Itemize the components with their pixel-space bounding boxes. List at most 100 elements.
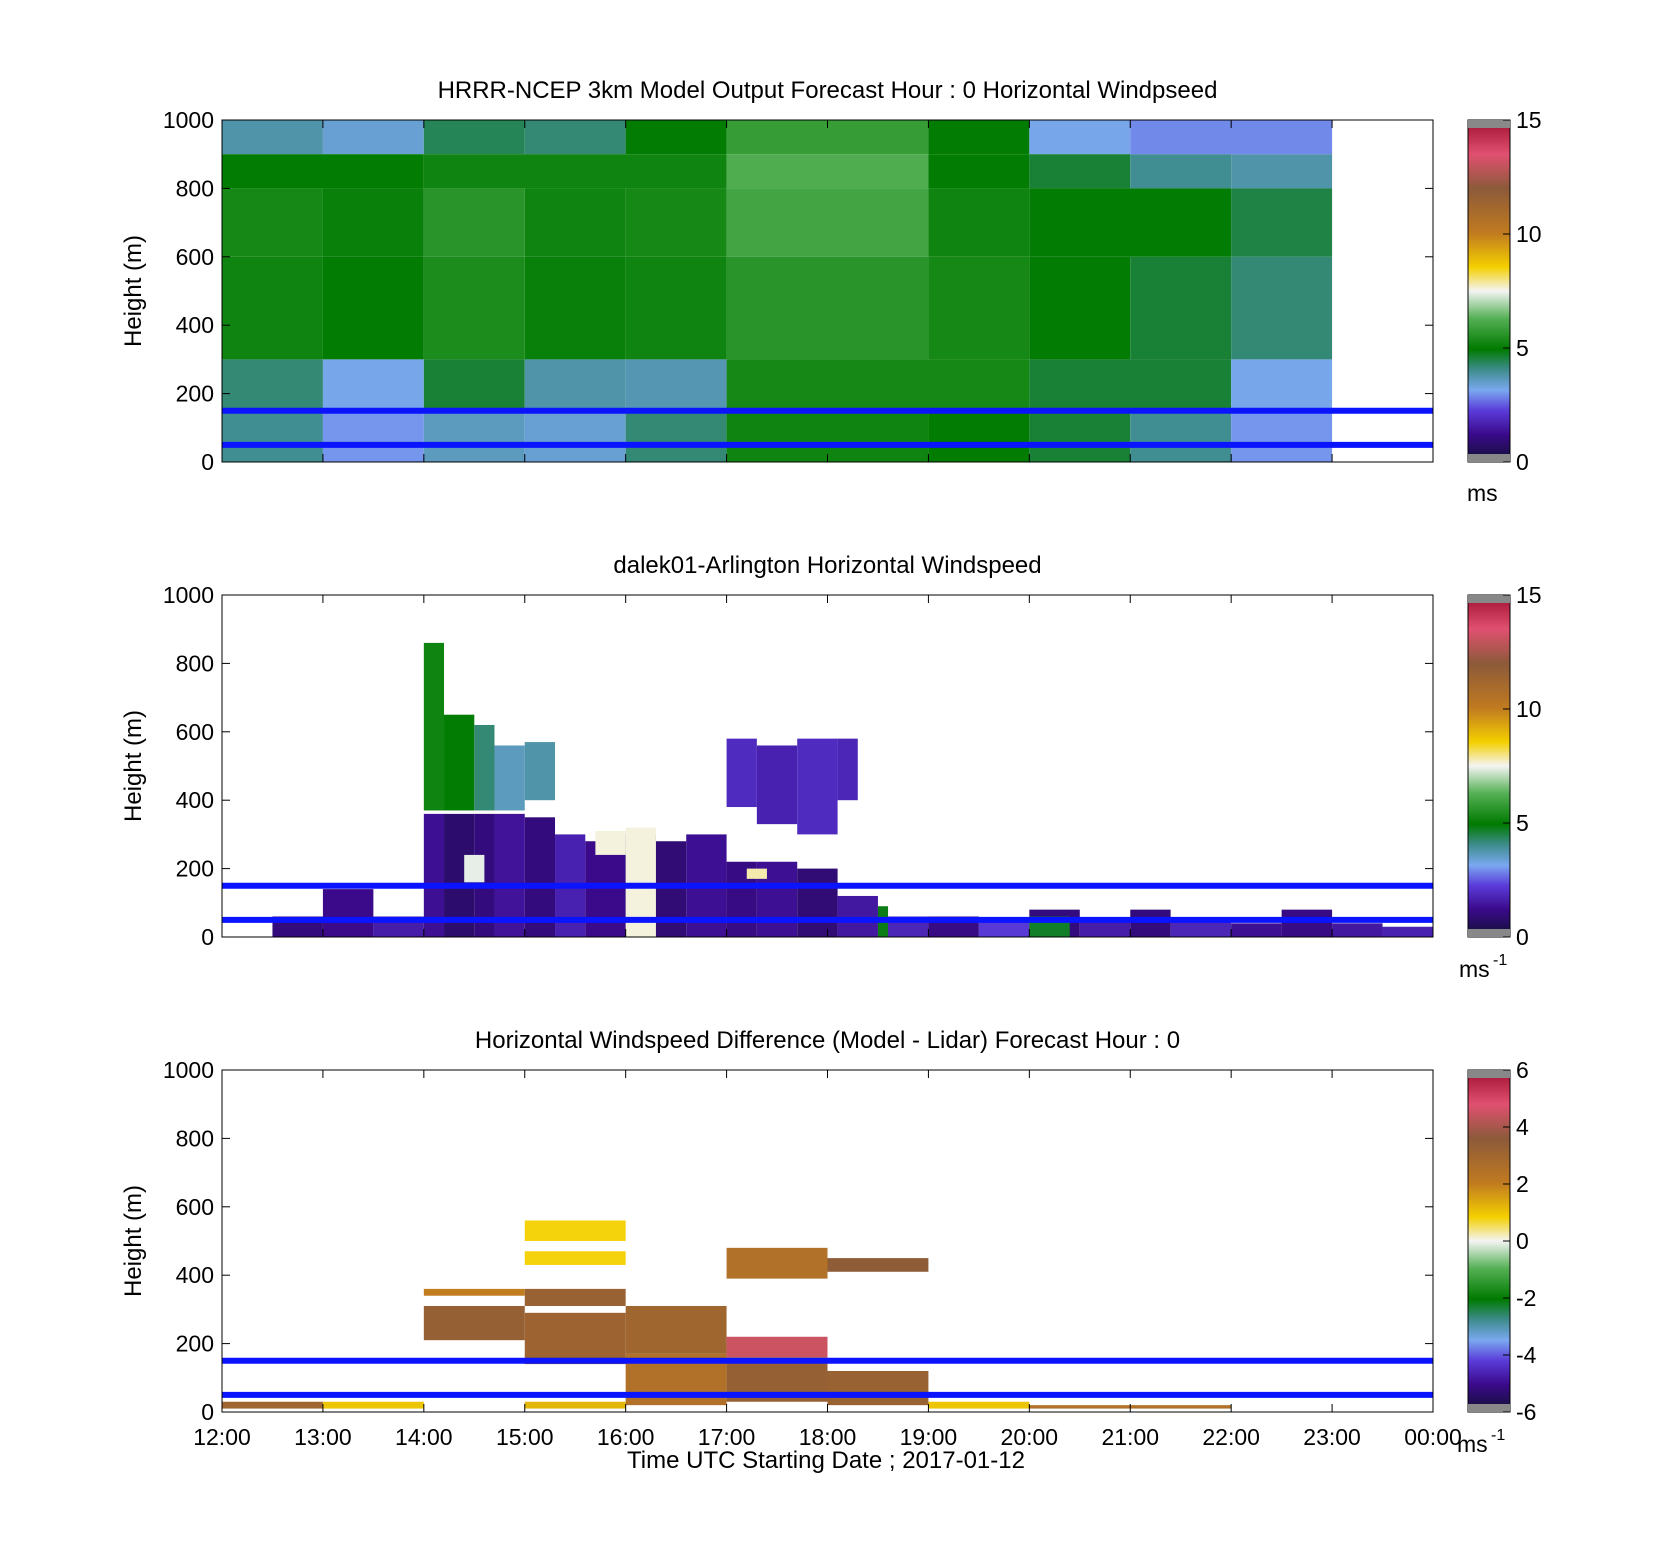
heatmap-cell (625, 1305, 727, 1354)
colorbar-cap (1468, 1070, 1510, 1078)
chart-panel-2: 0 200 400 600 800 1000 dalek01-Arlington Horiz… (120, 552, 1542, 982)
x-tick-label: 14:00 (395, 1424, 453, 1450)
colorbar-tick-label: 15 (1516, 107, 1542, 133)
heatmap-cell (726, 1247, 828, 1279)
heatmap-cell (494, 745, 525, 811)
x-tick-label: 18:00 (799, 1424, 857, 1450)
heatmap-cell (625, 256, 727, 360)
colorbar-unit-exponent: -1 (1493, 952, 1507, 969)
heatmap-cell (222, 256, 323, 360)
heatmap-cells (222, 120, 1333, 462)
heatmap-cell (837, 738, 858, 801)
chart-title: Horizontal Windspeed Difference (Model -… (475, 1027, 1180, 1054)
heatmap-cell (928, 188, 1030, 257)
heatmap-cell (726, 256, 929, 360)
heatmap-cell (423, 154, 727, 189)
heatmap-cell (726, 154, 929, 189)
colorbar-cap (1468, 929, 1510, 937)
x-tick-label: 22:00 (1202, 1424, 1260, 1450)
heatmap-cell (524, 188, 626, 257)
y-tick-label: 0 (201, 449, 214, 475)
colorbar-tick-label: -6 (1516, 1399, 1536, 1425)
heatmap-cell (524, 1251, 626, 1265)
x-tick-label: 13:00 (294, 1424, 352, 1450)
heatmap-cell (524, 1401, 626, 1409)
heatmap-cell (1029, 154, 1131, 189)
x-tick-label: 12:00 (193, 1424, 251, 1450)
heatmap-cell (1130, 256, 1232, 360)
heatmap-cell (595, 830, 626, 855)
heatmap-cell (928, 256, 1030, 360)
heatmap-cell (837, 895, 878, 937)
heatmap-cell (827, 1370, 929, 1406)
y-tick-label: 200 (176, 381, 214, 407)
colorbar-tick-label: 10 (1516, 221, 1542, 247)
heatmap-cell (423, 1288, 525, 1296)
heatmap-cell (524, 410, 626, 462)
colorbar-unit-exponent: -1 (1491, 1427, 1505, 1444)
y-tick-label: 600 (176, 1194, 214, 1220)
y-axis-label: Height (m) (120, 235, 147, 347)
x-tick-label: 19:00 (900, 1424, 958, 1450)
heatmap-cell (625, 120, 727, 155)
heatmap-cell (726, 1336, 828, 1358)
colorbar-gradient (1467, 594, 1511, 938)
colorbar: -6 -4 -2 0 2 4 6 ms -1 (1457, 1057, 1537, 1457)
y-tick-label: 1000 (163, 1057, 214, 1083)
heatmap-cell (222, 359, 323, 411)
y-tick-label: 600 (176, 244, 214, 270)
heatmap-cell (1029, 359, 1232, 411)
chart-panel-1: 0 200 400 600 800 1000 HRRR-NCEP 3km Model Out… (120, 77, 1542, 506)
heatmap-cell (322, 188, 424, 257)
heatmap-cells (222, 1220, 1232, 1409)
heatmap-cell (625, 188, 727, 257)
heatmap-cell (928, 120, 1030, 155)
heatmap-cell (1029, 256, 1131, 360)
y-tick-label: 1000 (163, 582, 214, 608)
heatmap-cell (797, 738, 838, 835)
heatmap-cell (1231, 410, 1333, 462)
y-tick-label: 400 (176, 312, 214, 338)
colorbar-cap (1468, 1404, 1510, 1412)
heatmap-cell (464, 854, 485, 883)
y-axis-label: Height (m) (120, 1185, 147, 1297)
y-tick-label: 800 (176, 1125, 214, 1151)
heatmap-cell (524, 1312, 626, 1365)
colorbar-cap (1468, 120, 1510, 128)
heatmap-cell (524, 256, 626, 360)
colorbar-unit: ms (1467, 480, 1498, 506)
heatmap-cell (322, 359, 424, 411)
x-tick-label: 23:00 (1303, 1424, 1361, 1450)
heatmap-cell (524, 120, 626, 155)
heatmap-cell (222, 1401, 323, 1409)
heatmap-cell (1029, 120, 1131, 155)
x-tick-label: 00:00 (1404, 1424, 1462, 1450)
colorbar-unit: ms (1457, 1431, 1488, 1457)
colorbar-unit: ms (1459, 956, 1490, 982)
colorbar-gradient (1467, 119, 1511, 463)
heatmap-cell (423, 256, 525, 360)
y-tick-label: 400 (176, 1262, 214, 1288)
heatmap-cell (827, 1258, 929, 1272)
x-tick-label: 21:00 (1101, 1424, 1159, 1450)
colorbar-tick-label: 6 (1516, 1057, 1529, 1083)
colorbar-tick-label: -2 (1516, 1285, 1536, 1311)
heatmap-cell (524, 359, 626, 411)
heatmap-cell (1231, 359, 1333, 411)
heatmap-cell (1029, 410, 1131, 462)
y-tick-label: 1000 (163, 107, 214, 133)
heatmap-cell (1281, 909, 1333, 937)
y-tick-label: 200 (176, 856, 214, 882)
heatmap-cell (726, 738, 757, 808)
heatmap-cell (756, 745, 798, 825)
heatmap-cell (423, 1305, 525, 1341)
y-tick-label: 600 (176, 719, 214, 745)
heatmap-cell (978, 919, 1030, 937)
heatmap-cell (726, 359, 1030, 411)
heatmap-cell (423, 813, 445, 937)
colorbar-tick-label: 0 (1516, 449, 1529, 475)
heatmap-cell (746, 868, 767, 879)
heatmap-cell (474, 724, 495, 811)
y-tick-label: 0 (201, 1399, 214, 1425)
